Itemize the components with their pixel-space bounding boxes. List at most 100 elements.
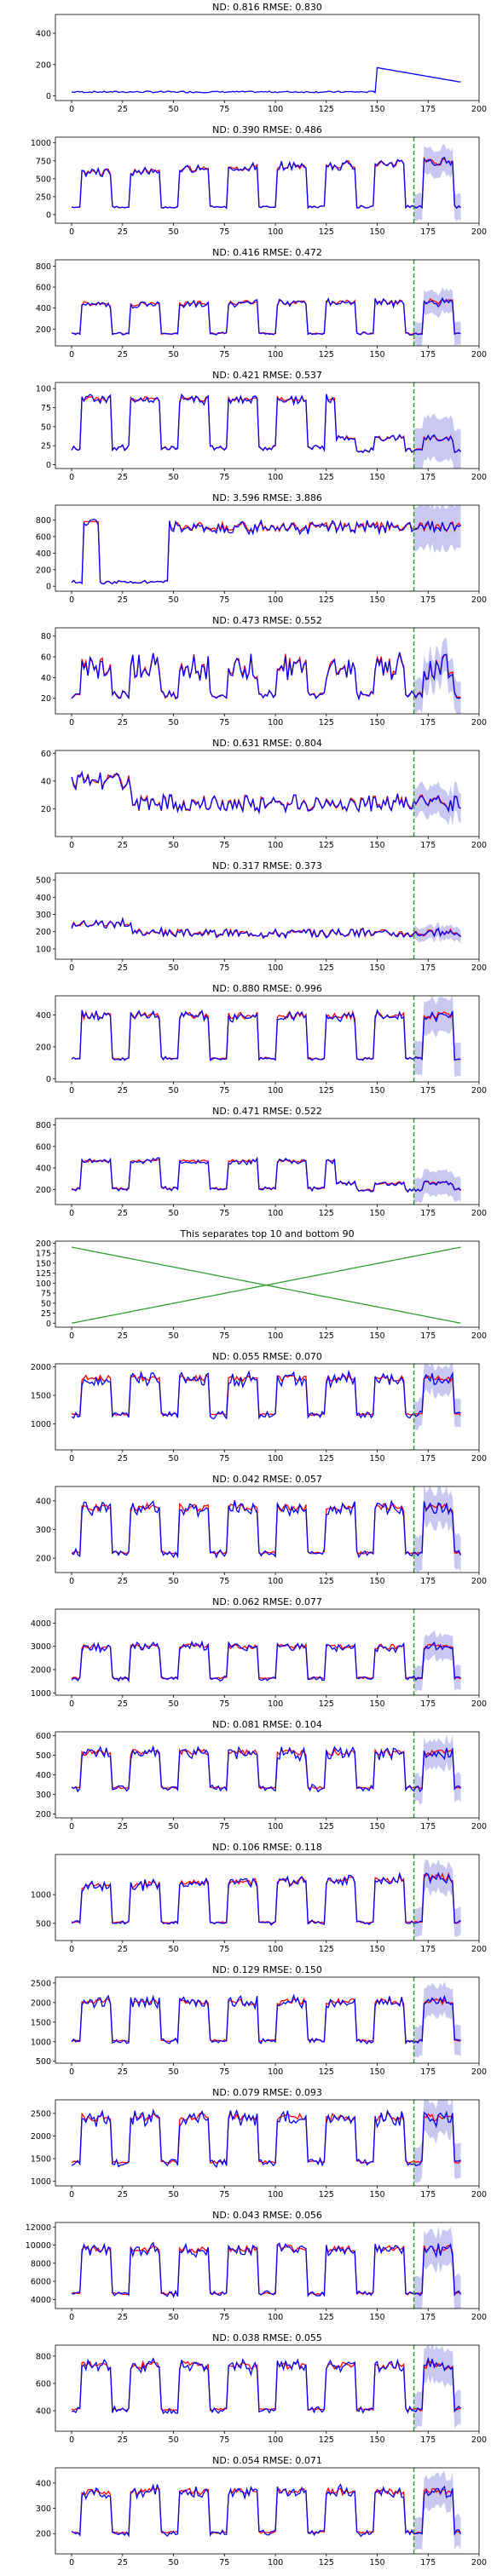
y-tick-label: 0 [46,583,51,592]
y-tick-label: 1000 [31,1891,51,1900]
x-tick-label: 50 [169,2313,179,2322]
chart-panel-8: ND: 0.317 RMSE: 0.373 0 25 50 75 100 125 150 175… [36,860,487,973]
x-tick-label: 0 [69,595,74,605]
forecast-series [71,157,461,210]
x-tick-label: 175 [420,1699,436,1709]
x-tick-label: 75 [219,1086,229,1095]
x-tick-label: 100 [268,1945,283,1954]
y-tick-label: 4000 [31,2296,51,2305]
confidence-band [413,781,461,826]
x-tick-label: 100 [268,2313,283,2322]
forecast-series [71,1369,461,1420]
x-tick-label: 175 [420,595,436,605]
x-tick-label: 200 [471,350,487,359]
x-tick-label: 0 [69,1822,74,1831]
x-tick-label: 0 [69,1086,74,1095]
y-tick-label: 400 [36,30,51,39]
forecast-series [71,1499,462,1559]
x-tick-label: 150 [369,1699,384,1709]
x-tick-label: 75 [219,1822,229,1831]
x-tick-label: 50 [169,2558,179,2567]
chart-title: ND: 0.054 RMSE: 0.071 [212,2455,322,2466]
y-tick-label: 200 [36,60,51,70]
x-tick-label: 200 [471,595,487,605]
chart-title: This separates top 10 and bottom 90 [179,1228,354,1239]
x-tick-label: 125 [319,1699,334,1709]
x-tick-label: 100 [268,1454,283,1463]
axes-frame [55,750,480,837]
y-tick-label: 400 [36,549,51,559]
x-tick-label: 25 [118,2558,128,2567]
y-tick-label: 50 [41,1299,51,1308]
forecast-series [71,916,461,940]
x-tick-label: 175 [420,2067,436,2077]
x-tick-label: 200 [471,1945,487,1954]
y-tick-label: 150 [36,1259,51,1268]
x-tick-label: 125 [319,1454,334,1463]
x-tick-label: 150 [369,1209,384,1218]
x-tick-label: 0 [69,227,74,237]
chart-panel-2: ND: 0.390 RMSE: 0.486 0 25 50 75 100 125 150 175… [31,124,487,237]
x-tick-label: 75 [219,2190,229,2199]
x-tick-label: 75 [219,1454,229,1463]
y-tick-label: 400 [36,2406,51,2416]
y-tick-label: 500 [36,1751,51,1761]
x-tick-label: 75 [219,1577,229,1586]
axes-frame [55,2467,480,2555]
x-tick-label: 75 [219,473,229,482]
y-tick-label: 600 [36,1732,51,1741]
chart-panel-9: ND: 0.880 RMSE: 0.996 0 25 50 75 100 125 150 175… [36,983,487,1095]
axes-frame [55,14,480,101]
x-tick-label: 25 [118,963,128,973]
x-tick-label: 100 [268,105,283,114]
y-tick-label: 0 [46,210,51,220]
forecast-series [71,2483,462,2539]
x-tick-label: 0 [69,1209,74,1218]
y-tick-label: 1500 [31,2155,51,2165]
x-tick-label: 0 [69,2313,74,2322]
chart-panel-10: ND: 0.471 RMSE: 0.522 0 25 50 75 100 125 150 175… [36,1106,487,1218]
y-tick-label: 800 [36,262,51,272]
x-tick-label: 200 [471,718,487,727]
x-tick-label: 100 [268,2558,283,2567]
y-tick-label: 600 [36,532,51,542]
y-tick-label: 80 [41,632,51,641]
axes-frame [55,2222,480,2309]
chart-panel-5: ND: 3.596 RMSE: 3.886 0 25 50 75 100 125 150 175… [36,492,487,605]
chart-panel-17: ND: 0.129 RMSE: 0.150 0 25 50 75 100 125 150 175… [31,1964,487,2077]
x-tick-label: 150 [369,1822,384,1831]
x-tick-label: 0 [69,2067,74,2077]
axes-frame [55,1118,480,1205]
y-tick-label: 100 [36,385,51,394]
x-tick-label: 175 [420,1454,436,1463]
y-tick-label: 0 [46,1320,51,1329]
x-tick-label: 150 [369,2558,384,2567]
x-tick-label: 50 [169,1822,179,1831]
confidence-band [413,1630,461,1693]
x-tick-label: 50 [169,1331,179,1341]
confidence-band [413,2470,461,2550]
y-tick-label: 500 [36,175,51,184]
x-tick-label: 175 [420,718,436,727]
chart-panel-12: ND: 0.055 RMSE: 0.070 0 25 50 75 100 125 150 175… [31,1351,487,1463]
chart-panel-16: ND: 0.106 RMSE: 0.118 0 25 50 75 100 125 150 175… [31,1842,487,1954]
x-tick-label: 200 [471,1577,487,1586]
confidence-band [413,2100,461,2183]
x-tick-label: 200 [471,1822,487,1831]
forecast-series [71,66,461,94]
y-tick-label: 300 [36,2504,51,2514]
y-tick-label: 400 [36,1011,51,1021]
confidence-band [413,922,461,944]
x-tick-label: 50 [169,2190,179,2199]
x-tick-label: 125 [319,1209,334,1218]
confidence-band [413,638,461,714]
y-tick-label: 60 [41,653,51,663]
y-tick-label: 2000 [31,1998,51,2008]
y-tick-label: 200 [36,325,51,335]
chart-title: ND: 0.079 RMSE: 0.093 [212,2087,322,2098]
x-tick-label: 0 [69,350,74,359]
y-tick-label: 800 [36,516,51,526]
chart-title: ND: 0.390 RMSE: 0.486 [212,124,322,135]
x-tick-label: 125 [319,2558,334,2567]
x-tick-label: 200 [471,105,487,114]
